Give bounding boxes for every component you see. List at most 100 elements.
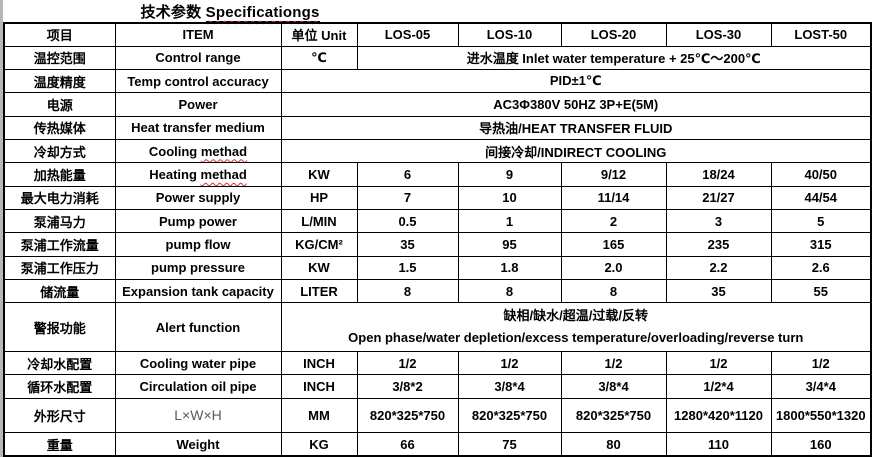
misspelled-word: methad bbox=[200, 167, 247, 183]
value-cell: 1/2 bbox=[457, 350, 562, 376]
row-label-zh: 电源 bbox=[3, 92, 116, 117]
table-row-pump-pressure: 泵浦工作压力 pump pressure KW 1.5 1.8 2.0 2.2 … bbox=[3, 255, 872, 280]
merged-value-cell: 导热油/HEAT TRANSFER FLUID bbox=[280, 115, 872, 141]
unit-cell: KW bbox=[280, 162, 358, 187]
row-label-en: pump flow bbox=[114, 232, 282, 257]
merged-value-cell: AC3Φ380V 50HZ 3P+E(5M) bbox=[280, 92, 872, 117]
value-cell: 8 bbox=[356, 278, 459, 304]
row-label-en: Cooling water pipe bbox=[114, 350, 282, 376]
row-label-zh: 传热媒体 bbox=[3, 115, 116, 141]
value-cell: 1.8 bbox=[457, 255, 562, 280]
header-item-zh: 项目 bbox=[3, 22, 116, 47]
value-cell: 18/24 bbox=[665, 162, 772, 187]
value-cell: 315 bbox=[770, 232, 872, 257]
value-cell: 235 bbox=[665, 232, 772, 257]
table-row-cooling-water-pipe: 冷却水配置 Cooling water pipe INCH 1/2 1/2 1/… bbox=[3, 350, 872, 376]
page-title-en: Specificationgs bbox=[205, 4, 320, 22]
value-cell: 0.5 bbox=[356, 208, 459, 234]
value-cell: 2.2 bbox=[665, 255, 772, 280]
value-cell: 35 bbox=[356, 232, 459, 257]
value-cell: 1/2 bbox=[770, 350, 872, 376]
value-cell: 1/2 bbox=[665, 350, 772, 376]
value-cell: 820*325*750 bbox=[457, 397, 562, 434]
value-cell: 1.5 bbox=[356, 255, 459, 280]
value-cell: 8 bbox=[560, 278, 667, 304]
row-label-zh: 加热能量 bbox=[3, 162, 116, 187]
unit-cell: HP bbox=[280, 185, 358, 211]
row-label-zh: 泵浦工作流量 bbox=[3, 232, 116, 257]
header-model-lost-50: LOST-50 bbox=[770, 22, 872, 47]
value-cell: 6 bbox=[356, 162, 459, 187]
value-cell: 9/12 bbox=[560, 162, 667, 187]
unit-cell: MM bbox=[280, 397, 358, 434]
value-cell: 3 bbox=[665, 208, 772, 234]
unit-cell: INCH bbox=[280, 350, 358, 376]
value-cell: 2.0 bbox=[560, 255, 667, 280]
table-row-power-supply: 最大电力消耗 Power supply HP 7 10 11/14 21/27 … bbox=[3, 185, 872, 211]
row-label-en: L×W×H bbox=[114, 397, 282, 434]
row-label-zh: 泵浦马力 bbox=[3, 208, 116, 234]
value-cell: 1/2*4 bbox=[665, 374, 772, 399]
header-unit: 单位 Unit bbox=[280, 22, 358, 47]
value-cell: 21/27 bbox=[665, 185, 772, 211]
value-cell: 11/14 bbox=[560, 185, 667, 211]
value-cell: 820*325*750 bbox=[356, 397, 459, 434]
merged-value-cell: 进水温度 Inlet water temperature + 25℃～200℃ bbox=[356, 45, 872, 71]
row-label-en: Heating methad bbox=[114, 162, 282, 187]
table-row-power: 电源 Power AC3Φ380V 50HZ 3P+E(5M) bbox=[3, 92, 872, 117]
table-row-cooling-method: 冷却方式 Cooling methad 间接冷却/INDIRECT COOLIN… bbox=[3, 139, 872, 164]
value-cell: 8 bbox=[457, 278, 562, 304]
misspelled-word: methad bbox=[200, 143, 248, 159]
value-cell: 95 bbox=[457, 232, 562, 257]
value-cell: 55 bbox=[770, 278, 872, 304]
value-cell: 66 bbox=[356, 432, 459, 457]
row-label-en: Circulation oil pipe bbox=[114, 374, 282, 399]
value-cell: 2 bbox=[560, 208, 667, 234]
page-title: 技术参数 Specificationgs bbox=[0, 1, 460, 22]
table-header-row: 项目 ITEM 单位 Unit LOS-05 LOS-10 LOS-20 LOS… bbox=[3, 22, 872, 47]
row-label-zh: 重量 bbox=[3, 432, 116, 457]
row-label-en: Power supply bbox=[114, 185, 282, 211]
value-cell: 1 bbox=[457, 208, 562, 234]
header-model-los-05: LOS-05 bbox=[356, 22, 459, 47]
value-cell: 3/8*4 bbox=[560, 374, 667, 399]
value-cell: 40/50 bbox=[770, 162, 872, 187]
header-model-los-30: LOS-30 bbox=[665, 22, 772, 47]
header-item-en: ITEM bbox=[114, 22, 282, 47]
table-row-control-range: 温控范围 Control range ℃ 进水温度 Inlet water te… bbox=[3, 45, 872, 71]
value-cell: 3/4*4 bbox=[770, 374, 872, 399]
row-label-en: Expansion tank capacity bbox=[114, 278, 282, 304]
table-row-pump-power: 泵浦马力 Pump power L/MIN 0.5 1 2 3 5 bbox=[3, 208, 872, 234]
unit-cell: LITER bbox=[280, 278, 358, 304]
table-row-alert-function: 警报功能 Alert function 缺相/缺水/超温/过载/反转 Open … bbox=[3, 302, 872, 352]
row-label-zh: 温控范围 bbox=[3, 45, 116, 71]
value-cell: 1800*550*1320 bbox=[770, 397, 872, 434]
value-cell: 5 bbox=[770, 208, 872, 234]
table-row-heating: 加热能量 Heating methad KW 6 9 9/12 18/24 40… bbox=[3, 162, 872, 187]
row-label-en: pump pressure bbox=[114, 255, 282, 280]
value-cell: 7 bbox=[356, 185, 459, 211]
table-row-heat-transfer-medium: 传热媒体 Heat transfer medium 导热油/HEAT TRANS… bbox=[3, 115, 872, 141]
table-row-pump-flow: 泵浦工作流量 pump flow KG/CM² 35 95 165 235 31… bbox=[3, 232, 872, 257]
row-label-en: Power bbox=[114, 92, 282, 117]
row-label-zh: 最大电力消耗 bbox=[3, 185, 116, 211]
value-cell: 165 bbox=[560, 232, 667, 257]
unit-cell: INCH bbox=[280, 374, 358, 399]
row-label-zh: 循环水配置 bbox=[3, 374, 116, 399]
value-cell: 2.6 bbox=[770, 255, 872, 280]
table-row-weight: 重量 Weight KG 66 75 80 110 160 bbox=[3, 432, 872, 457]
alert-line-en: Open phase/water depletion/excess temper… bbox=[348, 330, 804, 346]
row-label-zh: 泵浦工作压力 bbox=[3, 255, 116, 280]
value-cell: 110 bbox=[665, 432, 772, 457]
value-cell: 80 bbox=[560, 432, 667, 457]
row-label-zh: 警报功能 bbox=[3, 302, 116, 352]
table-row-circulation-oil-pipe: 循环水配置 Circulation oil pipe INCH 3/8*2 3/… bbox=[3, 374, 872, 399]
value-cell: 3/8*4 bbox=[457, 374, 562, 399]
value-cell: 820*325*750 bbox=[560, 397, 667, 434]
row-label-en: Heat transfer medium bbox=[114, 115, 282, 141]
value-cell: 1280*420*1120 bbox=[665, 397, 772, 434]
row-label-en: Cooling methad bbox=[114, 139, 282, 164]
spec-table: 项目 ITEM 单位 Unit LOS-05 LOS-10 LOS-20 LOS… bbox=[3, 22, 872, 457]
row-label-zh: 冷却方式 bbox=[3, 139, 116, 164]
value-cell: 3/8*2 bbox=[356, 374, 459, 399]
